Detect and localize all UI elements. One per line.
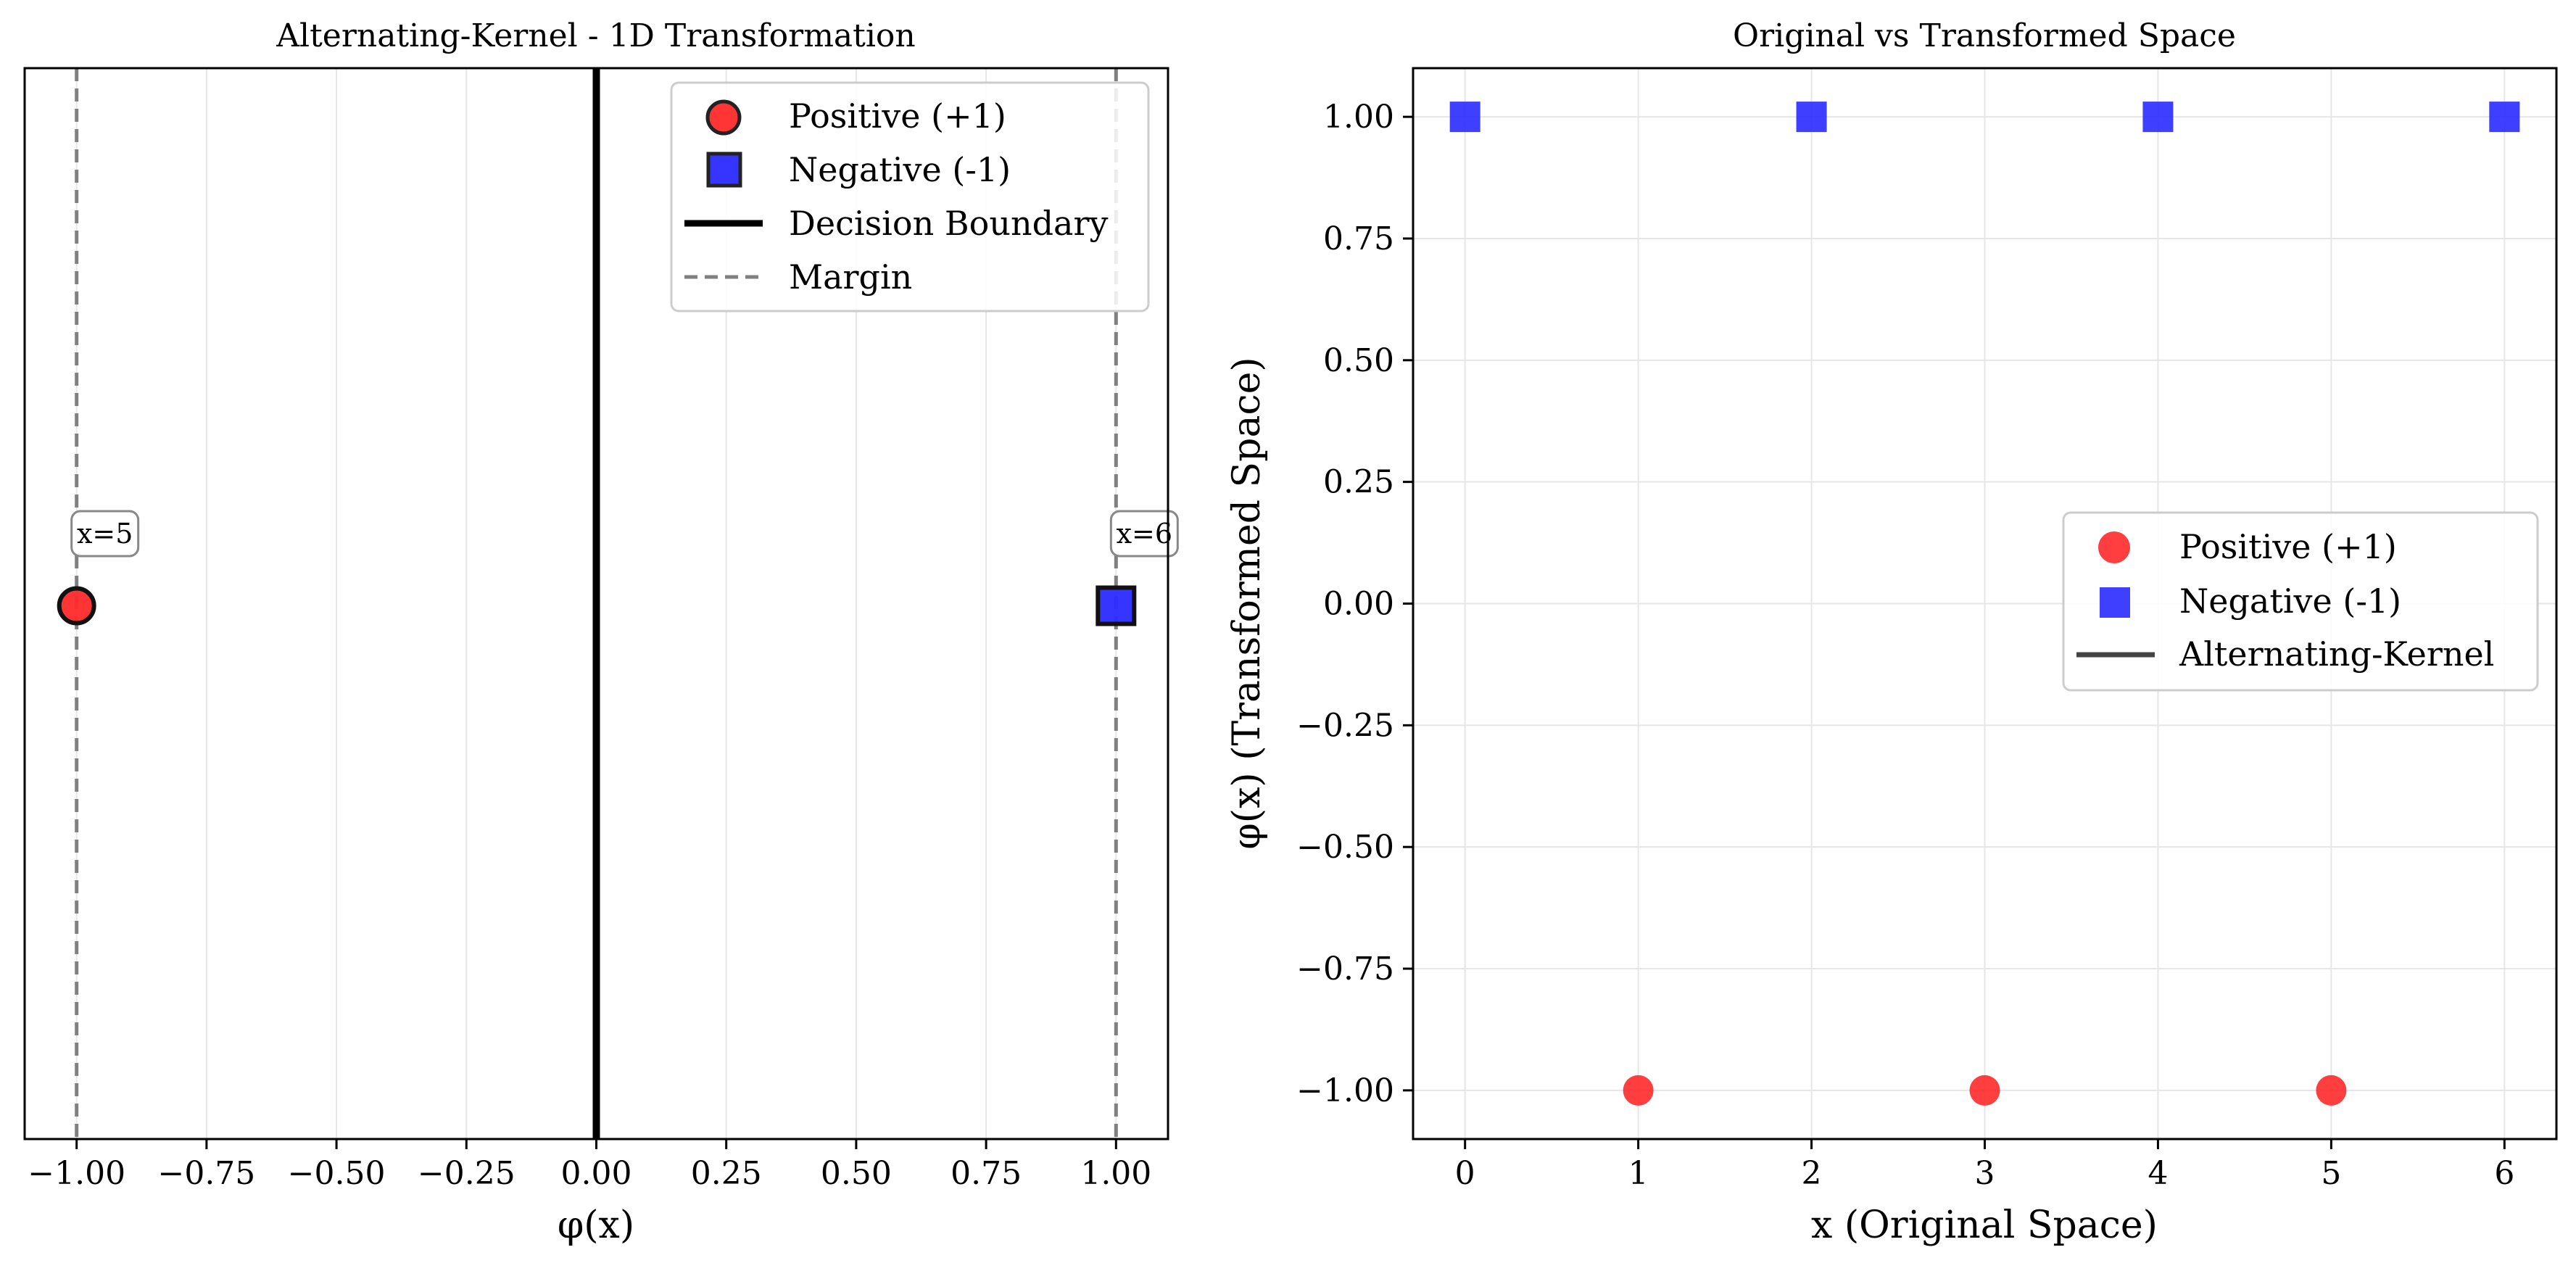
right-y-tick-label: 0.75: [1323, 220, 1394, 257]
right-x-tick-label: 6: [2494, 1155, 2514, 1192]
legend-negative-label: Negative (-1): [2179, 581, 2401, 621]
right-x-tick-label: 0: [1455, 1155, 1475, 1192]
right-legend: Positive (+1) Negative (-1) Alternating-…: [2062, 511, 2539, 692]
legend-positive-label: Positive (+1): [789, 96, 1006, 136]
data-point-negative: [2142, 102, 2174, 133]
left-x-tick-label: 0.75: [951, 1155, 1022, 1192]
left-points: [57, 585, 1137, 626]
left-legend-box: [670, 81, 1150, 312]
left-x-tick-label: −0.50: [288, 1155, 386, 1192]
left-x-ticks: −1.00 −0.75 −0.50 −0.25 0.00 0.25 0.50 0.75 1.00: [28, 1139, 1151, 1192]
right-y-tick-label: −0.25: [1296, 707, 1394, 744]
right-y-tick-label: −1.00: [1296, 1072, 1394, 1109]
data-point-negative: [2489, 102, 2520, 133]
data-point-negative: [1096, 585, 1137, 626]
left-panel: x=5 x=6 −1.00 −0.75 −0.50 −0.25 0.00 0.25 0.50 0…: [23, 17, 1179, 1247]
left-x-tick-label: −0.75: [157, 1155, 255, 1192]
right-x-tick-label: 5: [2321, 1155, 2341, 1192]
left-x-tick-label: −0.25: [418, 1155, 515, 1192]
legend-negative-label: Negative (-1): [789, 150, 1011, 189]
annotation-label: x=5: [77, 518, 133, 550]
left-x-tick-label: −1.00: [28, 1155, 125, 1192]
left-x-tick-label: 0.50: [821, 1155, 892, 1192]
right-y-tick-label: −0.75: [1296, 951, 1394, 988]
data-point-positive: [57, 586, 96, 626]
data-point-negative: [1796, 102, 1827, 133]
right-panel: 0 1 2 3 4 5 6 1.00 0.75 0.50 0.25 0.00 −0.25 −0.50 −0…: [1225, 17, 2558, 1247]
legend-negative-marker: [2100, 587, 2130, 618]
annotation-box: [70, 510, 140, 558]
legend-kernel-label: Alternating-Kernel: [2179, 634, 2494, 674]
legend-positive-marker: [705, 99, 742, 136]
data-point-positive: [1623, 1075, 1654, 1106]
right-x-tick-label: 3: [1975, 1155, 1995, 1192]
right-y-tick-label: −0.50: [1296, 829, 1394, 866]
left-chart-title: Alternating-Kernel - 1D Transformation: [276, 17, 915, 54]
right-y-ticks: 1.00 0.75 0.50 0.25 0.00 −0.25 −0.50 −0.75 −1.00: [1296, 99, 1413, 1109]
right-legend-box: [2062, 511, 2539, 692]
right-y-axis-label: φ(x) (Transformed Space): [1225, 357, 1269, 849]
legend-negative-marker: [706, 152, 742, 188]
right-grid: [1413, 68, 2556, 1139]
right-x-tick-label: 2: [1802, 1155, 1822, 1192]
right-y-tick-label: 0.50: [1323, 342, 1394, 379]
left-x-tick-label: 0.25: [691, 1155, 762, 1192]
legend-boundary-label: Decision Boundary: [789, 204, 1108, 243]
data-point-negative: [1449, 102, 1480, 133]
annotation-box: [1109, 510, 1179, 558]
right-chart-title: Original vs Transformed Space: [1733, 17, 2236, 54]
left-annotations: x=5 x=6: [70, 510, 1179, 558]
left-x-axis-label: φ(x): [558, 1204, 634, 1247]
right-y-tick-label: 1.00: [1323, 99, 1394, 136]
right-y-tick-label: 0.25: [1323, 464, 1394, 501]
data-point-positive: [1969, 1075, 2000, 1106]
right-x-tick-label: 4: [2148, 1155, 2168, 1192]
right-x-axis-label: x (Original Space): [1811, 1204, 2158, 1247]
legend-margin-label: Margin: [789, 257, 912, 297]
legend-positive-label: Positive (+1): [2179, 527, 2397, 566]
legend-positive-marker: [2098, 531, 2130, 563]
left-x-tick-label: 1.00: [1080, 1155, 1151, 1192]
left-legend: Positive (+1) Negative (-1) Decision Bou…: [670, 81, 1150, 312]
data-point-positive: [2316, 1075, 2347, 1106]
right-x-ticks: 0 1 2 3 4 5 6: [1455, 1139, 2514, 1192]
right-y-tick-label: 0.00: [1323, 586, 1394, 623]
annotation-label: x=6: [1117, 518, 1172, 550]
right-x-tick-label: 1: [1628, 1155, 1649, 1192]
left-x-tick-label: 0.00: [561, 1155, 632, 1192]
right-points: [1449, 102, 2520, 1106]
